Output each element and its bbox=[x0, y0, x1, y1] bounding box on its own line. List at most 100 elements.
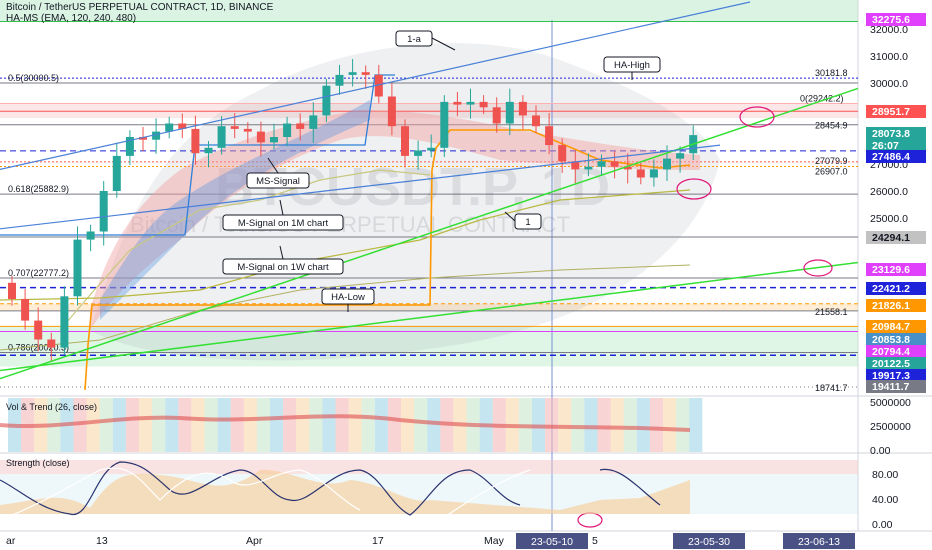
price-axis: 32000.031000.030000.029000.028000.027000… bbox=[866, 13, 926, 531]
callout-label: 1-a bbox=[407, 34, 421, 45]
trend-band bbox=[610, 398, 624, 452]
callout-label: HA-High bbox=[614, 60, 650, 71]
trend-band bbox=[204, 398, 218, 452]
candle bbox=[86, 231, 95, 240]
ema-ribbon-red bbox=[90, 110, 700, 330]
red-zone bbox=[0, 103, 858, 119]
trendlines-layer bbox=[0, 1, 859, 528]
price-axis-tick: 32000.0 bbox=[870, 24, 908, 36]
candle bbox=[34, 320, 43, 340]
level-label: 0.5(30000.5) bbox=[8, 73, 59, 83]
callouts-layer: 1-a HA-High MS-Signal M-Signal on 1M chart M… bbox=[222, 30, 661, 312]
callout-pointer bbox=[267, 157, 279, 174]
ha-low-line bbox=[84, 129, 691, 391]
callout-pointer bbox=[279, 199, 284, 216]
candle bbox=[256, 131, 265, 143]
strength-signal-line bbox=[0, 467, 531, 521]
candle bbox=[8, 282, 16, 299]
callout-box bbox=[395, 30, 433, 47]
trend-band bbox=[230, 398, 244, 452]
ms-signal-line bbox=[59, 169, 431, 331]
strength-area bbox=[0, 469, 690, 514]
trend-band bbox=[584, 398, 598, 452]
candle bbox=[374, 74, 383, 97]
trend-band bbox=[165, 398, 179, 452]
candle bbox=[479, 101, 488, 108]
trend-band bbox=[139, 398, 153, 452]
level-label: 28454.9 bbox=[815, 121, 848, 131]
trend-band bbox=[571, 398, 585, 452]
level-label: 26907.0 bbox=[815, 167, 848, 177]
candle bbox=[270, 137, 278, 143]
m-signal-1m-line bbox=[0, 189, 691, 301]
candle bbox=[623, 166, 632, 170]
candle bbox=[21, 299, 30, 321]
price-label-badge bbox=[866, 299, 926, 312]
candle bbox=[584, 166, 593, 170]
candle bbox=[178, 123, 187, 129]
price-label: 19411.7 bbox=[872, 381, 910, 393]
trend-band bbox=[283, 398, 297, 452]
vol-axis-tick: 5000000 bbox=[870, 397, 911, 409]
candle bbox=[676, 153, 685, 159]
price-label: 22421.2 bbox=[872, 283, 910, 295]
candle bbox=[60, 296, 69, 348]
callout-label: M-Signal on 1M chart bbox=[238, 218, 329, 229]
time-highlight-badge bbox=[516, 533, 588, 549]
candle bbox=[165, 123, 174, 132]
zone-layer bbox=[0, 0, 858, 531]
candle bbox=[545, 126, 554, 146]
chart-title: Bitcoin / TetherUS PERPETUAL CONTRACT, 1… bbox=[6, 2, 274, 13]
green-trendline-upper bbox=[0, 87, 859, 380]
candle bbox=[427, 147, 436, 151]
candle bbox=[440, 101, 449, 148]
candle bbox=[597, 161, 606, 167]
candles-layer bbox=[8, 58, 698, 362]
candle bbox=[505, 101, 514, 124]
candle bbox=[558, 145, 567, 162]
candle bbox=[283, 123, 292, 137]
price-label-badge bbox=[866, 380, 926, 393]
candle bbox=[532, 115, 540, 127]
trend-band bbox=[401, 398, 415, 452]
time-axis-label: Apr bbox=[246, 535, 263, 547]
vol-trend-line bbox=[0, 414, 691, 432]
candle bbox=[99, 191, 108, 232]
orange-zone bbox=[0, 303, 858, 311]
price-label-badge bbox=[866, 127, 926, 140]
callout-box bbox=[321, 288, 375, 305]
level-label: 27079.9 bbox=[815, 156, 848, 166]
price-label: 32275.6 bbox=[872, 14, 910, 26]
m-signal-1w-line bbox=[0, 264, 691, 351]
strength-pane-title: Strength (close) bbox=[6, 458, 70, 468]
candle bbox=[296, 123, 305, 129]
green-trendline-lower bbox=[0, 261, 859, 372]
candle bbox=[322, 85, 331, 116]
trend-band bbox=[636, 398, 650, 452]
candle bbox=[361, 72, 370, 75]
bottom-zone bbox=[0, 326, 858, 367]
price-label-badge bbox=[866, 105, 926, 118]
trend-band bbox=[387, 398, 401, 452]
strength-axis-tick: 0.00 bbox=[872, 519, 893, 531]
price-label-badge bbox=[866, 282, 926, 295]
candle bbox=[518, 101, 527, 116]
callout-box bbox=[514, 213, 542, 230]
indicator-title: HA-MS (EMA, 120, 240, 480) bbox=[6, 13, 137, 24]
trend-band bbox=[689, 398, 703, 452]
level-lines-layer: 0.5(30000.5) 0.618(25882.9) 0.707(22777.2)… bbox=[0, 21, 858, 393]
volume-pane bbox=[0, 398, 703, 452]
candle bbox=[636, 169, 645, 178]
price-label-badge bbox=[866, 320, 926, 333]
price-label: 20853.8 bbox=[872, 334, 910, 346]
price-axis-tick: 25000.0 bbox=[870, 213, 908, 225]
trend-band bbox=[348, 398, 362, 452]
callout-box bbox=[603, 56, 661, 73]
level-label: 0(29242.2) bbox=[800, 93, 844, 103]
price-label-badge bbox=[866, 231, 926, 244]
candle bbox=[610, 161, 619, 167]
time-axis-label: 17 bbox=[372, 535, 384, 547]
trend-band bbox=[243, 398, 257, 452]
price-axis-tick: 31000.0 bbox=[870, 51, 908, 63]
